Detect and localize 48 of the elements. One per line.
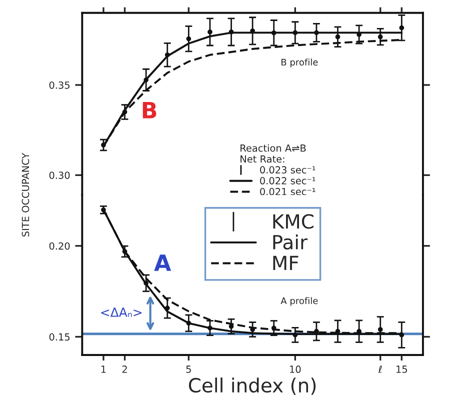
point xyxy=(164,52,170,58)
point xyxy=(399,332,404,338)
legend-label: Pair xyxy=(273,234,308,250)
point xyxy=(228,30,234,34)
annotation: <ΔAₙ> xyxy=(101,308,142,317)
legend-label: 0.023 sec⁻¹ xyxy=(260,166,316,174)
x-tick-label: 1 xyxy=(101,366,106,373)
point xyxy=(271,326,276,330)
x-axis-title: Cell index (n) xyxy=(188,378,316,395)
point xyxy=(122,110,128,114)
point xyxy=(271,30,276,36)
y-tick-label: 0.35 xyxy=(49,81,70,89)
point xyxy=(335,328,340,334)
y-tick-label: 0.20 xyxy=(49,242,70,250)
point xyxy=(144,280,148,286)
x-tick-label: 15 xyxy=(396,366,407,373)
x-tick-label: ℓ xyxy=(378,366,382,373)
point xyxy=(378,327,383,332)
legend-label: KMC xyxy=(273,214,314,229)
point xyxy=(335,34,340,40)
point xyxy=(292,30,298,36)
point xyxy=(314,30,319,36)
y-tick-label: 0.15 xyxy=(49,333,70,341)
point xyxy=(314,328,319,334)
point xyxy=(378,34,383,40)
annotation: A profile xyxy=(280,297,318,306)
x-tick-label: 2 xyxy=(122,366,127,373)
point xyxy=(122,249,128,254)
point xyxy=(208,326,212,330)
point xyxy=(186,320,192,326)
legend-label: MF xyxy=(273,256,298,270)
annotation: B xyxy=(142,102,156,118)
legend-title: Reaction A⇌B Net Rate: xyxy=(240,144,306,163)
legend-label: 0.021 sec⁻¹ xyxy=(260,188,316,196)
point xyxy=(101,142,106,148)
point xyxy=(399,25,404,30)
x-tick-label: 5 xyxy=(186,366,191,373)
y-tick-label: 0.30 xyxy=(49,172,70,179)
annotation: B profile xyxy=(282,58,318,68)
point xyxy=(292,332,298,338)
y-axis-title: SITE OCCUPANCY xyxy=(22,152,30,236)
point xyxy=(164,306,170,310)
point xyxy=(186,36,192,42)
point xyxy=(144,78,148,82)
x-tick-label: 10 xyxy=(290,366,301,373)
legend-label: 0.022 sec⁻¹ xyxy=(260,177,316,184)
annotation: A xyxy=(154,254,172,271)
point xyxy=(208,30,212,34)
